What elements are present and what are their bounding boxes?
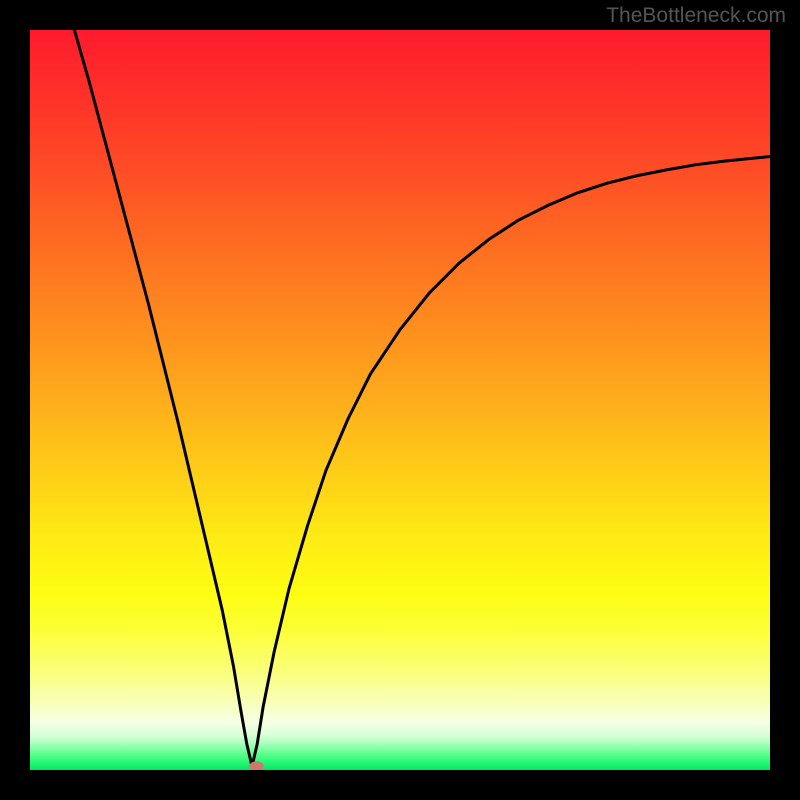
plot-area xyxy=(30,30,770,770)
watermark-text: TheBottleneck.com xyxy=(606,4,786,28)
bottleneck-curve xyxy=(74,30,770,766)
curve-layer xyxy=(30,30,770,770)
